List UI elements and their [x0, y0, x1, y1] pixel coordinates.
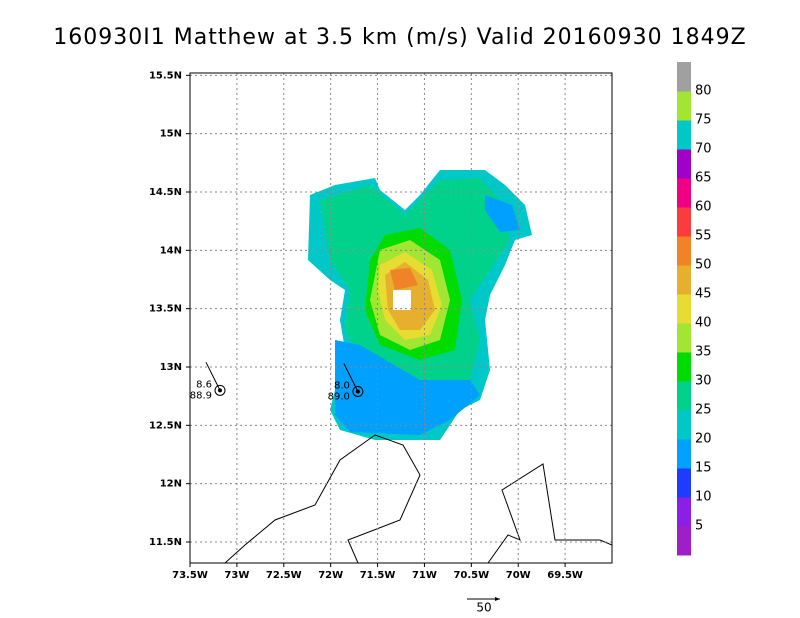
- colorbar-segment: [677, 439, 691, 469]
- station: 8.089.0: [328, 363, 364, 403]
- colorbar-label: 70: [695, 142, 712, 157]
- reference-vector: 50: [467, 597, 500, 615]
- colorbar-segment: [677, 149, 691, 179]
- colorbar-label: 5: [695, 519, 703, 534]
- station: 8.688.9: [190, 362, 226, 401]
- x-tick-label: 72W: [318, 570, 343, 581]
- colorbar-segment: [677, 468, 691, 498]
- y-tick-label: 11.5N: [149, 537, 182, 548]
- x-tick-label: 70.5W: [453, 570, 489, 581]
- coastlines: [224, 434, 612, 563]
- y-tick-label: 12N: [160, 479, 182, 490]
- colorbar-label: 50: [695, 258, 712, 273]
- station-label: 8.6: [196, 379, 212, 390]
- colorbar-segment: [677, 323, 691, 353]
- wind-field: [308, 170, 532, 440]
- colorbar-segment: [677, 236, 691, 266]
- colorbar-label: 75: [695, 113, 712, 128]
- map-frame: [189, 72, 613, 564]
- colorbar-label: 65: [695, 171, 712, 186]
- colorbar-segment: [677, 410, 691, 440]
- colorbar-segment: [677, 352, 691, 382]
- colorbar-segment: [677, 207, 691, 237]
- station-label: 89.0: [328, 392, 350, 403]
- station-marker-inner: [355, 389, 360, 394]
- colorbar-segment: [677, 526, 691, 556]
- station-label: 88.9: [190, 390, 212, 401]
- y-tick-label: 13.5N: [149, 304, 182, 315]
- colorbar-segment: [677, 91, 691, 121]
- y-tick-label: 15N: [160, 129, 182, 140]
- x-tick-label: 70W: [506, 570, 531, 581]
- y-tick-label: 14N: [160, 245, 182, 256]
- colorbar-label: 25: [695, 403, 712, 418]
- colorbar-label: 40: [695, 316, 712, 331]
- colorbar-segment: [677, 62, 691, 92]
- x-tick-label: 72.5W: [266, 570, 302, 581]
- colorbar-label: 80: [695, 84, 712, 99]
- x-tick-label: 73.5W: [172, 570, 208, 581]
- colorbar-label: 20: [695, 432, 712, 447]
- station-marker: [214, 384, 226, 396]
- colorbar-label: 10: [695, 490, 712, 505]
- station-marker: [352, 386, 364, 397]
- colorbar-label: 30: [695, 374, 712, 389]
- colorbar-label: 60: [695, 200, 712, 215]
- colorbar: 5 10 15 20 25 30 35 40 45 50 55 60 65 70 75 80: [677, 62, 712, 556]
- colorbar-segment: [677, 265, 691, 295]
- colorbar-label: 15: [695, 461, 712, 476]
- colorbar-label: 55: [695, 229, 712, 244]
- colorbar-segment: [677, 178, 691, 208]
- colorbar-segment: [677, 294, 691, 324]
- colorbar-segment: [677, 120, 691, 150]
- x-tick-label: 71W: [412, 570, 437, 581]
- station-label: 8.0: [334, 381, 350, 392]
- title: 160930I1 Matthew at 3.5 km (m/s) Valid 2…: [53, 25, 746, 50]
- x-tick-label: 73W: [224, 570, 249, 581]
- station-marker-inner: [218, 388, 223, 393]
- reference-vector-label: 50: [476, 601, 491, 615]
- x-tick-label: 69.5W: [547, 570, 583, 581]
- y-tick-label: 12.5N: [149, 420, 182, 431]
- y-tick-label: 13N: [160, 362, 182, 373]
- colorbar-label: 35: [695, 345, 712, 360]
- colorbar-segment: [677, 381, 691, 411]
- colorbar-label: 45: [695, 287, 712, 302]
- y-tick-label: 15.5N: [149, 70, 182, 81]
- colorbar-segment: [677, 497, 691, 527]
- x-tick-label: 71.5W: [360, 570, 396, 581]
- y-tick-label: 14.5N: [149, 187, 182, 198]
